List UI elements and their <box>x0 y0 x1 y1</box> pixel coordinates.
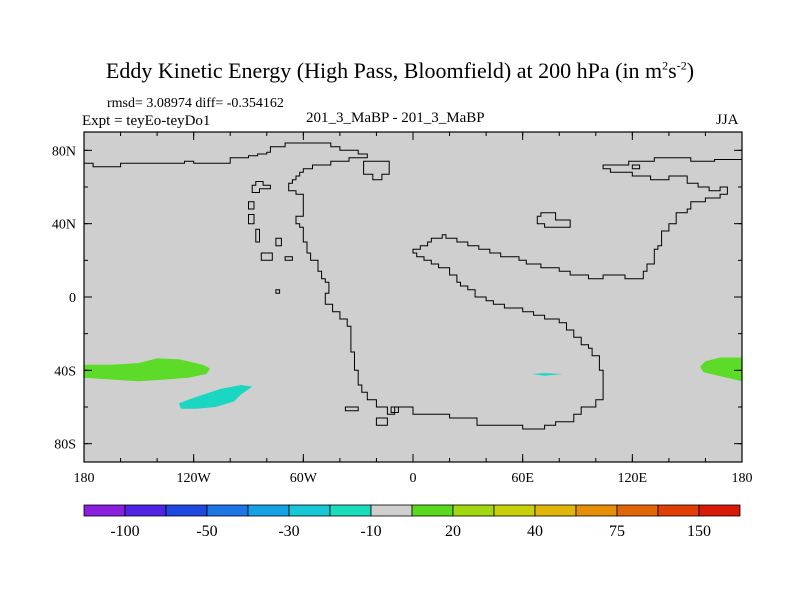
colorbar-swatch <box>329 504 372 517</box>
plot-area <box>84 132 742 462</box>
coastline-contour <box>84 142 742 430</box>
colorbar-label: -50 <box>196 523 217 540</box>
colorbar-swatch <box>575 504 618 517</box>
x-tick-label: 120W <box>177 471 212 486</box>
island-contour <box>363 160 390 181</box>
colorbar-swatch <box>616 504 659 517</box>
island-contour <box>260 252 273 261</box>
stats-label: rmsd= 3.08974 diff= -0.354162 <box>107 96 284 111</box>
colorbar-label: 75 <box>609 523 625 540</box>
colorbar-swatch <box>452 504 495 517</box>
island-contour <box>248 201 255 210</box>
colorbar-swatch <box>493 504 536 517</box>
colorbar-swatch <box>698 504 741 517</box>
island-contour <box>375 417 388 426</box>
x-tick-label: 120E <box>618 471 648 486</box>
field-region-negative-patch-indian <box>531 373 563 376</box>
season-label: JJA <box>716 112 739 128</box>
colorbar-swatch <box>206 504 249 517</box>
experiment-label: Expt = teyEo-teyDo1 <box>82 113 211 129</box>
field-region-positive-band-east <box>700 357 742 382</box>
colorbar-swatch <box>657 504 700 517</box>
island-contour <box>255 228 260 243</box>
colorbar-label: 40 <box>527 523 543 540</box>
field-region-negative-band-pacific <box>179 385 253 409</box>
x-tick-label: 180 <box>74 471 95 486</box>
y-tick-label: 40S <box>54 364 76 379</box>
island-contour <box>344 406 359 412</box>
colorbar-swatch <box>370 504 413 517</box>
x-tick-label: 60W <box>290 471 318 486</box>
island-contour <box>275 237 282 247</box>
colorbar-swatch <box>534 504 577 517</box>
colorbar-label: -30 <box>278 523 299 540</box>
colorbar-swatch <box>124 504 167 517</box>
colorbar-label: 20 <box>445 523 461 540</box>
colorbar-swatch <box>247 504 290 517</box>
island-contour <box>251 181 271 193</box>
island-contour <box>631 164 641 170</box>
field-region-positive-band-west <box>84 358 211 382</box>
colorbar-swatch <box>411 504 454 517</box>
colorbar-label: -100 <box>110 523 139 540</box>
island-contour <box>536 212 571 228</box>
x-tick-label: 180 <box>732 471 753 486</box>
axes: 180 120W 60W 0 60E 120E 180 80N 40N 0 40S 80S <box>52 131 753 486</box>
colorbar-label: -10 <box>360 523 381 540</box>
colorbar-swatch <box>288 504 331 517</box>
colorbar-swatch <box>83 504 126 517</box>
island-contour <box>275 289 281 294</box>
y-tick-label: 80S <box>54 438 76 453</box>
y-tick-label: 40N <box>52 218 76 233</box>
island-contour <box>248 214 255 225</box>
y-tick-label: 0 <box>69 291 76 306</box>
y-tick-label: 80N <box>52 144 76 159</box>
x-tick-label: 60E <box>511 471 534 486</box>
x-tick-label: 0 <box>410 471 417 486</box>
colorbar-label: 150 <box>687 523 711 540</box>
colorbar: -100 -50 -30 -10 20 40 75 150 <box>83 504 741 540</box>
island-contour <box>390 406 399 413</box>
island-contour <box>284 256 293 261</box>
colorbar-swatch <box>165 504 208 517</box>
run-comparison-label: 201_3_MaBP - 201_3_MaBP <box>306 110 485 126</box>
chart-title: Eddy Kinetic Energy (High Pass, Bloomfie… <box>105 58 695 83</box>
